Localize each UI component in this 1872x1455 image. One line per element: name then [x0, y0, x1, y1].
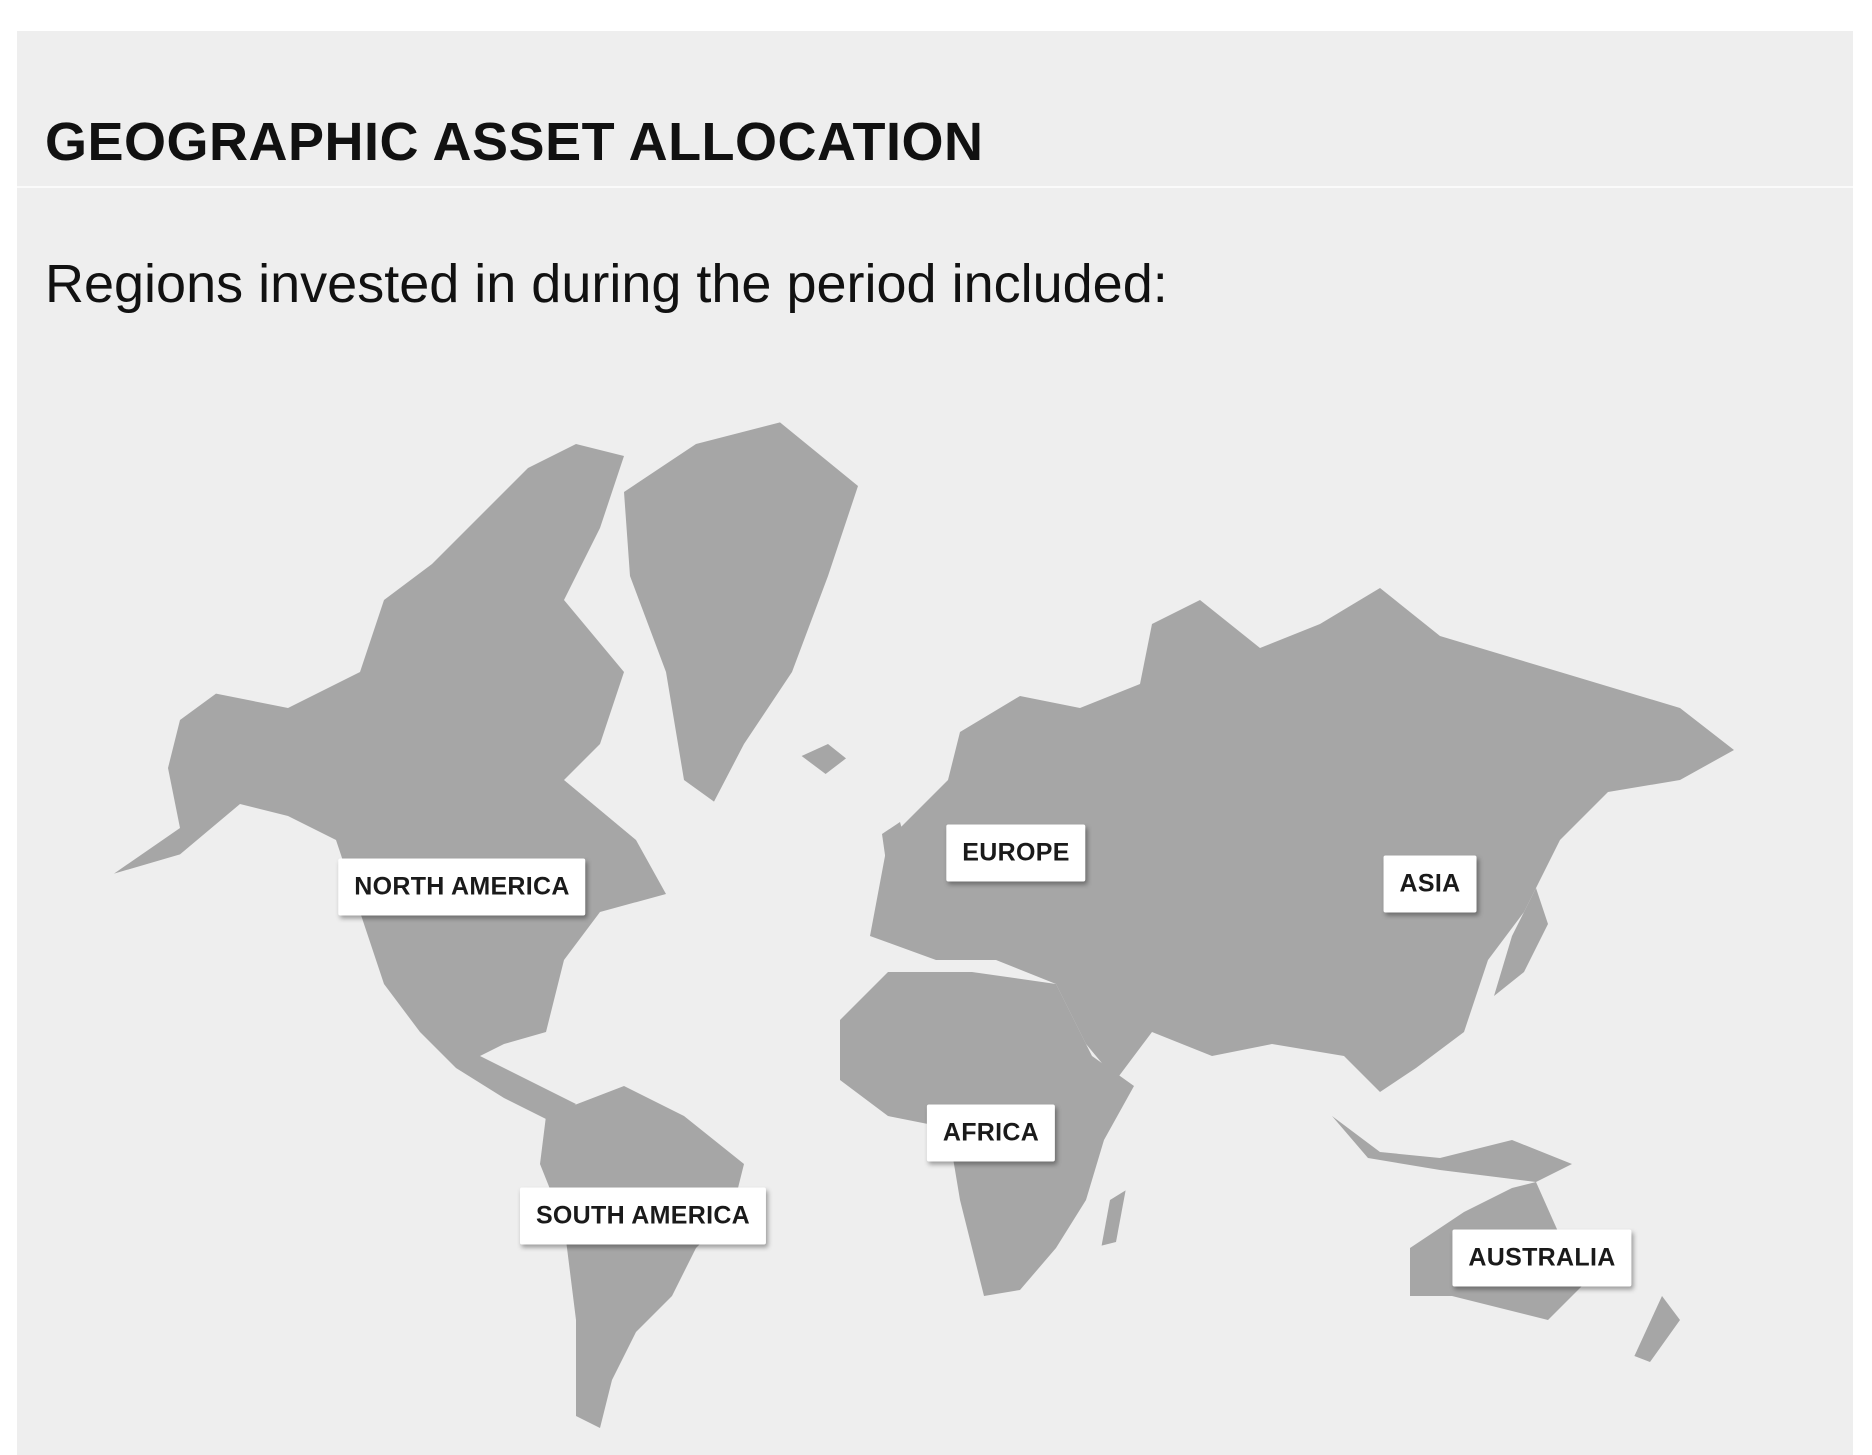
north-america: [114, 444, 667, 1123]
new-zealand: [1634, 1296, 1681, 1362]
indonesia: [1332, 1116, 1573, 1182]
iceland: [801, 744, 847, 775]
south-america: [540, 1086, 744, 1428]
japan: [1494, 888, 1549, 997]
region-label: SOUTH AMERICA: [519, 1187, 767, 1245]
region-label: ASIA: [1383, 855, 1477, 913]
title: GEOGRAPHIC ASSET ALLOCATION: [45, 112, 984, 172]
subtitle: Regions invested in during the period in…: [45, 254, 1168, 314]
eurasia: [870, 588, 1735, 1092]
region-label: EUROPE: [946, 824, 1086, 882]
region-label: AUSTRALIA: [1452, 1229, 1632, 1287]
greenland: [624, 422, 859, 802]
region-label: AFRICA: [926, 1104, 1056, 1162]
madagascar: [1101, 1190, 1126, 1246]
region-label: NORTH AMERICA: [338, 858, 586, 916]
uk: [882, 822, 913, 877]
divider: [17, 186, 1853, 188]
